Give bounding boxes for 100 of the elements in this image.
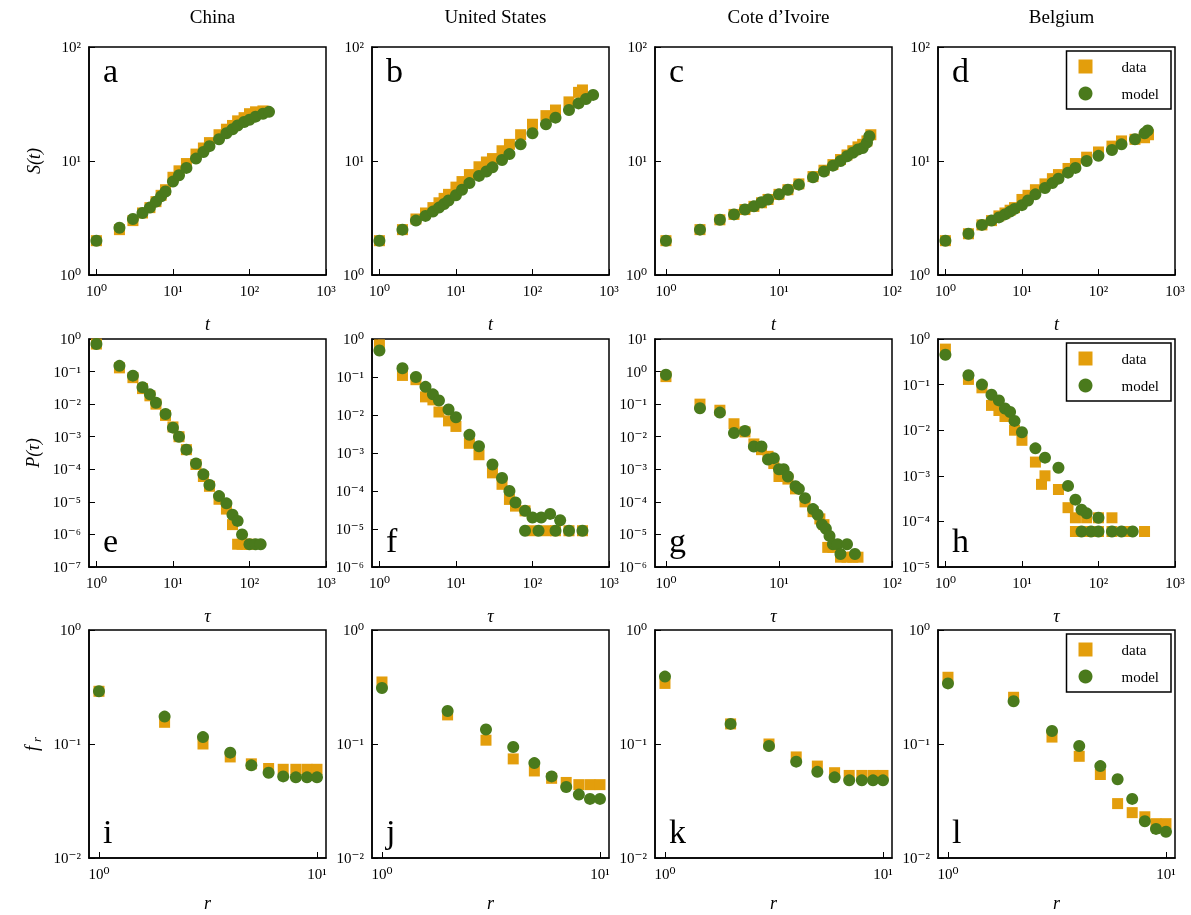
y-tick-label: 10⁻¹ — [53, 736, 81, 752]
x-axis-title: r — [203, 893, 212, 913]
y-tick-label: 10⁰ — [625, 363, 647, 380]
legend-label: data — [1121, 641, 1147, 658]
annotation: d — [952, 51, 969, 89]
x-tick-label: 10¹ — [446, 574, 466, 590]
x-tick-label: 10⁰ — [85, 282, 107, 299]
y-tick-label: 10⁻² — [619, 428, 648, 445]
x-axis-title: τ — [770, 605, 778, 626]
y-tick-label: 10⁰ — [625, 267, 647, 283]
y-tick-label: 10⁻¹ — [902, 736, 930, 752]
x-tick-label: 10⁰ — [88, 865, 110, 882]
y-tick-label: 10¹ — [61, 153, 81, 169]
x-tick-label: 10¹ — [590, 865, 610, 882]
chart-title: United States — [444, 6, 547, 27]
legend-label: model — [1121, 85, 1160, 102]
y-tick-label: 10⁻² — [336, 406, 365, 423]
y-axis-title: S(t) — [24, 148, 45, 174]
y-tick-label: 10⁻³ — [619, 460, 648, 477]
x-axis-title: t — [204, 314, 211, 334]
annotation: l — [952, 812, 962, 850]
x-tick-label: 10² — [1088, 574, 1109, 590]
y-tick-label: 10⁻¹ — [336, 368, 364, 385]
annotation: h — [952, 521, 969, 558]
y-tick-label: 10⁰ — [59, 267, 81, 283]
x-axis-title: τ — [204, 605, 212, 626]
annotation: i — [103, 812, 113, 850]
x-tick-label: 10¹ — [446, 282, 466, 299]
legend-label: model — [1121, 668, 1160, 685]
legend-label: data — [1121, 350, 1147, 366]
x-tick-label: 10³ — [599, 574, 620, 590]
y-tick-label: 10⁻⁶ — [335, 558, 364, 575]
y-tick-label: 10⁰ — [59, 622, 81, 638]
x-tick-label: 10³ — [599, 282, 620, 299]
y-tick-label: 10⁻² — [619, 850, 648, 866]
y-tick-label: 10⁻¹ — [619, 736, 647, 752]
x-axis-title: r — [769, 893, 778, 913]
x-axis-title: t — [487, 314, 494, 334]
x-tick-label: 10¹ — [307, 865, 327, 882]
y-axis-title: P(τ) — [22, 437, 44, 469]
y-tick-label: 10⁻⁵ — [52, 493, 81, 510]
x-tick-label: 10² — [239, 574, 260, 590]
x-tick-label: 10¹ — [163, 282, 183, 299]
annotation: k — [669, 812, 686, 850]
x-tick-label: 10³ — [316, 282, 337, 299]
y-tick-label: 10⁻¹ — [619, 395, 647, 412]
y-tick-label: 10⁰ — [59, 330, 81, 347]
y-tick-label: 10² — [61, 39, 82, 55]
y-tick-label: 10⁻³ — [53, 428, 82, 445]
x-tick-label: 10¹ — [873, 865, 893, 882]
y-tick-label: 10⁻⁴ — [52, 460, 81, 477]
x-axis-title: r — [1052, 893, 1061, 913]
x-tick-label: 10⁰ — [934, 282, 956, 299]
x-tick-label: 10⁰ — [368, 282, 390, 299]
chart-title: Belgium — [1028, 6, 1095, 27]
x-tick-label: 10¹ — [163, 574, 183, 590]
y-tick-label: 10¹ — [627, 330, 647, 347]
x-axis-title: τ — [1053, 605, 1061, 626]
y-tick-label: 10⁻⁴ — [335, 482, 364, 499]
x-tick-label: 10² — [1088, 282, 1109, 299]
annotation: j — [385, 812, 396, 850]
annotation: c — [669, 51, 685, 89]
y-tick-label: 10² — [344, 39, 365, 55]
y-tick-label: 10⁰ — [342, 622, 364, 638]
chart-title: Cote d’Ivoire — [727, 6, 830, 27]
annotation: a — [103, 51, 119, 89]
x-tick-label: 10² — [522, 574, 543, 590]
y-tick-label: 10⁻⁷ — [52, 558, 81, 575]
x-tick-label: 10² — [882, 282, 903, 299]
x-axis-title: t — [1053, 314, 1060, 334]
annotation: g — [669, 521, 686, 558]
y-tick-label: 10⁰ — [342, 330, 364, 347]
x-tick-label: 10⁰ — [85, 574, 107, 590]
y-tick-label: 10² — [627, 39, 648, 55]
x-tick-label: 10¹ — [769, 574, 789, 590]
x-tick-label: 10³ — [316, 574, 337, 590]
y-tick-label: 10⁻³ — [336, 444, 365, 461]
x-tick-label: 10³ — [1165, 282, 1186, 299]
y-tick-label: 10⁻¹ — [902, 376, 930, 393]
y-tick-label: 10¹ — [344, 153, 364, 169]
x-axis-title: τ — [487, 605, 495, 626]
x-tick-label: 10¹ — [1012, 282, 1032, 299]
y-tick-label: 10⁻¹ — [53, 363, 81, 380]
annotation: e — [103, 521, 119, 558]
x-tick-label: 10⁰ — [655, 282, 677, 299]
x-tick-label: 10² — [522, 282, 543, 299]
y-tick-label: 10⁰ — [625, 622, 647, 638]
y-tick-label: 10⁰ — [908, 622, 930, 638]
y-tick-label: 10² — [910, 39, 931, 55]
y-tick-label: 10⁻² — [336, 850, 365, 866]
x-tick-label: 10⁰ — [937, 865, 959, 882]
x-tick-label: 10² — [239, 282, 260, 299]
y-tick-label: 10⁻² — [53, 395, 82, 412]
x-tick-label: 10⁰ — [654, 865, 676, 882]
x-tick-label: 10⁰ — [371, 865, 393, 882]
y-tick-label: 10⁻⁴ — [901, 512, 930, 529]
y-tick-label: 10⁻⁵ — [335, 520, 364, 537]
x-tick-label: 10¹ — [769, 282, 789, 299]
y-tick-label: 10⁻⁶ — [52, 525, 81, 542]
y-tick-label: 10⁻² — [53, 850, 82, 866]
